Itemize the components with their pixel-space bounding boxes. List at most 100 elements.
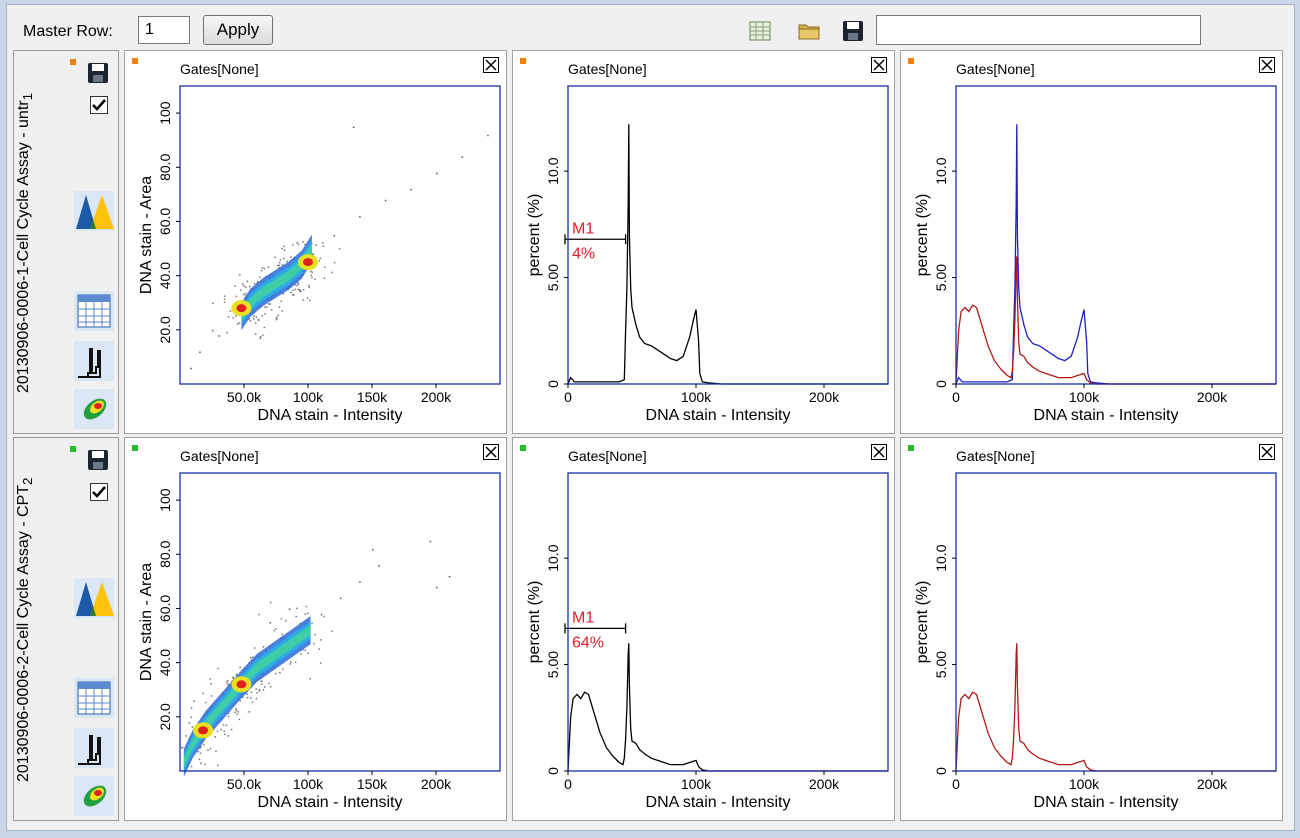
save-icon[interactable] [86, 448, 110, 475]
close-icon[interactable] [483, 444, 499, 460]
scatter-point [281, 633, 283, 636]
close-icon[interactable] [1259, 444, 1275, 460]
overlay-histogram-icon[interactable] [74, 191, 114, 234]
scatter-point [259, 276, 261, 279]
scatter-point [276, 316, 278, 319]
checkbox-icon[interactable] [90, 483, 108, 504]
histogram-panel[interactable]: Gates[None] 0 100k 200k 0 5.00 10.0 DNA stain -… [900, 50, 1283, 434]
histogram-series [955, 256, 1276, 385]
histogram-icon[interactable] [74, 341, 114, 384]
x-tick-label: 50.0k [227, 389, 262, 405]
scatter-point [238, 718, 241, 721]
gates-label[interactable]: Gates[None] [180, 448, 259, 464]
scatter-point [218, 335, 220, 337]
scatter-point [294, 661, 297, 664]
scatter-point [259, 337, 261, 340]
close-icon[interactable] [871, 444, 887, 460]
scatter-point [304, 649, 307, 652]
master-row-input[interactable] [138, 16, 190, 44]
scatter-point [297, 282, 299, 284]
scatter-panel[interactable]: Gates[None] 50.0k 100k 150k 200k 20.0 40.0 60.0… [124, 437, 507, 821]
scatter-point [236, 713, 239, 715]
save-icon[interactable] [86, 61, 110, 88]
scatter-point [227, 735, 230, 737]
x-axis-label: DNA stain - Intensity [646, 407, 791, 424]
scatter-point [311, 253, 314, 256]
scatter-point [261, 683, 263, 685]
close-icon[interactable] [483, 57, 499, 73]
scatter-point [227, 316, 230, 318]
histogram-panel[interactable]: Gates[None] 0 100k 200k 0 5.00 10.0 DNA stain -… [900, 437, 1283, 821]
scatter-point [298, 290, 301, 292]
gates-label[interactable]: Gates[None] [568, 61, 647, 77]
scatter-point [279, 259, 282, 261]
scatter-point [239, 666, 241, 669]
table-icon[interactable] [748, 19, 772, 43]
checkbox-icon[interactable] [90, 96, 108, 117]
scatter-point [340, 597, 342, 600]
x-axis-label: DNA stain - Intensity [1034, 794, 1179, 811]
y-tick-label: 80.0 [157, 153, 173, 180]
scatter-point [216, 730, 219, 733]
grid-table-icon[interactable] [74, 291, 114, 334]
scatter-point [289, 663, 291, 665]
y-tick-label: 60.0 [157, 595, 173, 622]
scatter-point [262, 646, 265, 648]
gates-label[interactable]: Gates[None] [956, 448, 1035, 464]
gates-label[interactable]: Gates[None] [180, 61, 259, 77]
scatter-point [429, 540, 432, 543]
scatter-point [270, 309, 273, 311]
scatter-panel[interactable]: Gates[None] 50.0k 100k 150k 200k 20.0 40.0 60.0… [124, 50, 507, 434]
apply-button[interactable]: Apply [203, 15, 273, 45]
scatter-point [310, 270, 312, 273]
toolbar-text-field[interactable] [876, 15, 1201, 45]
x-tick-label: 100k [1069, 776, 1100, 792]
scatter-point [302, 648, 305, 651]
density-plot-icon[interactable] [74, 389, 114, 432]
scatter-point [302, 299, 305, 301]
scatter-point [307, 652, 309, 654]
gates-label[interactable]: Gates[None] [568, 448, 647, 464]
save-icon[interactable] [841, 19, 865, 43]
scatter-point [262, 689, 265, 691]
scatter-point [217, 667, 219, 670]
scatter-point [331, 271, 333, 274]
folder-icon[interactable] [797, 19, 821, 43]
scatter-point [308, 299, 311, 302]
density-plot-icon[interactable] [74, 776, 114, 819]
scatter-point [308, 284, 310, 287]
histogram-panel[interactable]: Gates[None] M1 64% 0 100k 200k 0 5.00 10.0 DNA st… [512, 437, 895, 821]
scatter-point [242, 283, 244, 285]
scatter-point [280, 618, 283, 620]
y-tick-label: 20.0 [157, 316, 173, 343]
gates-label[interactable]: Gates[None] [956, 61, 1035, 77]
close-icon[interactable] [1259, 57, 1275, 73]
scatter-point [283, 245, 285, 248]
scatter-point [223, 295, 226, 297]
overlay-histogram-icon[interactable] [74, 578, 114, 621]
scatter-point [248, 711, 250, 713]
histogram-panel[interactable]: Gates[None] M1 4% 0 100k 200k 0 5.00 10.0 DNA sta… [512, 50, 895, 434]
x-tick-label: 150k [357, 776, 388, 792]
scatter-point [254, 333, 257, 335]
scatter-point [283, 257, 285, 260]
scatter-point [236, 323, 239, 325]
x-tick-label: 50.0k [227, 776, 262, 792]
scatter-point [225, 724, 228, 727]
histogram-icon[interactable] [74, 728, 114, 771]
y-tick-label: 10.0 [545, 544, 561, 571]
scatter-point [250, 691, 253, 693]
close-icon[interactable] [871, 57, 887, 73]
density-hotspot [236, 304, 247, 313]
row-label-1: 20130906-0006-1-Cell Cycle Assay - untr1 [15, 92, 36, 394]
histogram-series [567, 643, 888, 772]
scatter-point [292, 244, 294, 246]
grid-table-icon[interactable] [74, 678, 114, 721]
scatter-point [300, 290, 302, 293]
scatter-point [315, 244, 318, 246]
y-axis-label: percent (%) [914, 194, 931, 277]
scatter-point [359, 581, 361, 583]
panel-marker [520, 58, 526, 64]
scatter-point [263, 267, 266, 270]
marker-label: M1 [572, 220, 594, 237]
